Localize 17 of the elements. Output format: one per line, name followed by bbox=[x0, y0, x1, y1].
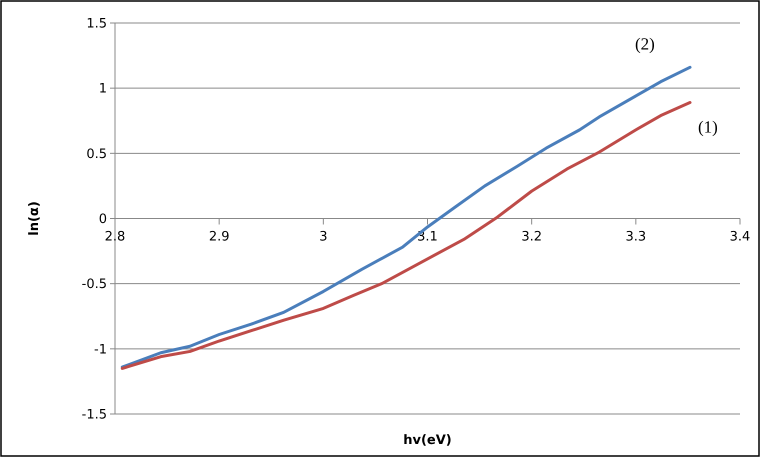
y-tick-label: 0.5 bbox=[86, 146, 107, 162]
series-label: (2) bbox=[635, 34, 655, 54]
y-tick-label: 0 bbox=[98, 212, 107, 228]
y-tick-label: 1.5 bbox=[86, 16, 107, 32]
x-tick-label: 3.2 bbox=[521, 230, 542, 244]
series-label: (1) bbox=[698, 118, 718, 137]
y-tick-label: -1.5 bbox=[82, 408, 107, 423]
y-tick-label: -0.5 bbox=[82, 277, 107, 292]
x-tick-label: 3 bbox=[319, 230, 328, 244]
x-axis-title: hv(eV) bbox=[403, 433, 452, 448]
x-tick-label: 2.9 bbox=[208, 230, 230, 244]
x-tick-label: 2.8 bbox=[104, 230, 126, 244]
y-tick-label: 1 bbox=[98, 82, 107, 97]
x-tick-label: 3.3 bbox=[625, 230, 646, 244]
x-tick-label: 3.4 bbox=[730, 230, 750, 244]
y-tick-label: -1 bbox=[94, 342, 107, 358]
y-axis-title: ln(α) bbox=[27, 201, 42, 236]
